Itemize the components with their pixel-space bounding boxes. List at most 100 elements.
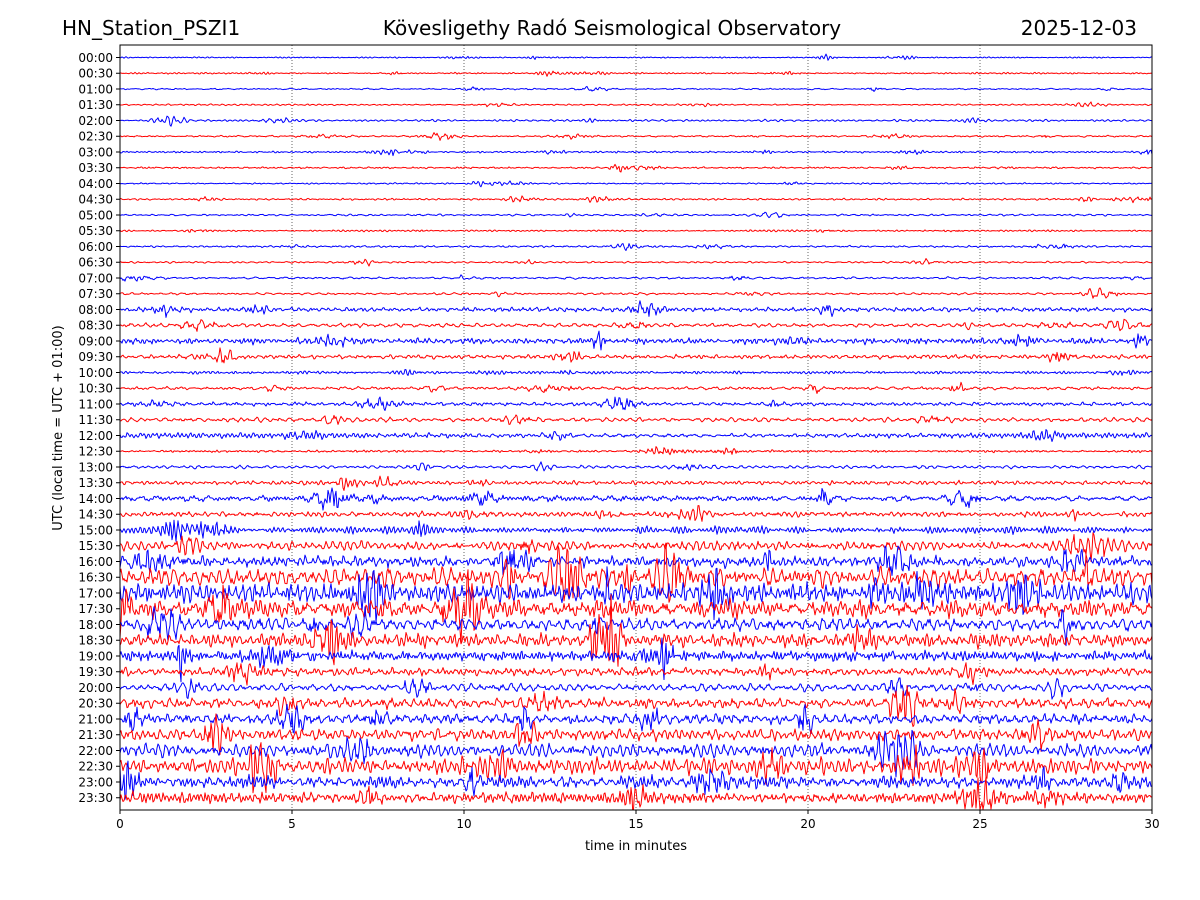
y-tick-label: 18:30 [78,634,113,648]
trace-0300 [120,149,1152,157]
trace-0000 [120,53,1152,61]
trace-1800 [120,606,1152,647]
trace-1100 [120,396,1152,411]
y-tick-label: 01:30 [78,98,113,112]
trace-0900 [120,330,1152,351]
y-tick-label: 23:30 [78,791,113,805]
y-tick-label: 07:30 [78,287,113,301]
trace-1830 [120,594,1152,667]
y-tick-label: 21:30 [78,728,113,742]
y-tick-label: 22:30 [78,760,113,774]
y-tick-label: 03:00 [78,145,113,159]
trace-0700 [120,274,1152,282]
y-tick-label: 02:00 [78,114,113,128]
y-tick-label: 05:30 [78,224,113,238]
y-tick-label: 00:30 [78,67,113,81]
trace-0830 [120,318,1152,332]
y-tick-label: 14:00 [78,492,113,506]
trace-0100 [120,85,1152,92]
y-tick-label: 21:00 [78,712,113,726]
y-tick-label: 02:30 [78,130,113,144]
vertical-gridlines [291,45,981,810]
trace-1230 [120,446,1152,456]
trace-0400 [120,180,1152,188]
trace-0530 [120,229,1152,233]
y-tick-label: 04:00 [78,177,113,191]
trace-1300 [120,461,1152,472]
y-tick-label: 04:30 [78,193,113,207]
trace-1630 [120,542,1152,603]
trace-2300 [120,760,1152,800]
x-tick-label: 10 [456,817,471,831]
y-tick-label: 22:00 [78,744,113,758]
trace-1000 [120,369,1152,377]
trace-1730 [120,569,1152,643]
y-tick-label: 13:00 [78,460,113,474]
x-tick-label: 5 [288,817,296,831]
y-tick-label: 18:00 [78,618,113,632]
y-tick-label: 10:30 [78,382,113,396]
y-tick-label: 09:00 [78,334,113,348]
station-name: HN_Station_PSZI1 [62,16,240,40]
y-tick-label: 17:30 [78,602,113,616]
seismogram-traces [120,53,1152,810]
x-tick-label: 0 [116,817,124,831]
y-tick-label: 11:00 [78,397,113,411]
y-tick-label: 05:00 [78,208,113,222]
trace-2130 [120,713,1152,755]
y-axis-label: UTC (local time = UTC + 01:00) [51,325,66,530]
trace-1700 [120,566,1152,623]
trace-1430 [120,505,1152,522]
chart-date: 2025-12-03 [1021,16,1137,40]
y-tick-label: 01:00 [78,82,113,96]
y-tick-label: 14:30 [78,508,113,522]
x-axis-label: time in minutes [585,839,687,854]
x-tick-label: 20 [800,817,815,831]
trace-0600 [120,243,1152,252]
y-tick-label: 23:00 [78,775,113,789]
y-tick-label: 15:30 [78,539,113,553]
y-tick-label: 13:30 [78,476,113,490]
y-tick-label: 19:30 [78,665,113,679]
y-tick-label: 00:00 [78,51,113,65]
x-tick-labels: 0 5 10 15 20 25 30 [116,810,1160,831]
trace-1900 [120,637,1152,683]
y-tick-label: 08:00 [78,303,113,317]
y-tick-label: 06:00 [78,240,113,254]
trace-1030 [120,381,1152,394]
y-tick-label: 10:00 [78,366,113,380]
trace-2330 [120,776,1152,810]
y-tick-label: 20:00 [78,681,113,695]
trace-2200 [120,729,1152,778]
x-tick-label: 30 [1144,817,1159,831]
y-tick-label: 12:00 [78,429,113,443]
trace-0800 [120,300,1152,318]
trace-2030 [120,685,1152,728]
trace-0930 [120,347,1152,364]
y-tick-label: 07:00 [78,271,113,285]
trace-2000 [120,677,1152,700]
y-tick-label: 16:30 [78,571,113,585]
y-tick-label: 09:30 [78,350,113,364]
y-tick-label: 16:00 [78,555,113,569]
y-tick-label: 03:30 [78,161,113,175]
trace-0500 [120,211,1152,219]
y-tick-label: 19:00 [78,649,113,663]
y-tick-label: 15:00 [78,523,113,537]
y-tick-label: 12:30 [78,445,113,459]
trace-0130 [120,101,1152,108]
trace-1130 [120,414,1152,425]
trace-1200 [120,429,1152,443]
chart-title: Kövesligethy Radó Seismological Observat… [383,16,841,40]
trace-1600 [120,545,1152,576]
trace-0730 [120,287,1152,299]
trace-0230 [120,132,1152,141]
y-tick-label: 06:30 [78,256,113,270]
y-tick-label: 08:30 [78,319,113,333]
trace-2230 [120,742,1152,794]
trace-0330 [120,163,1152,173]
x-tick-label: 15 [628,817,643,831]
trace-1330 [120,475,1152,491]
